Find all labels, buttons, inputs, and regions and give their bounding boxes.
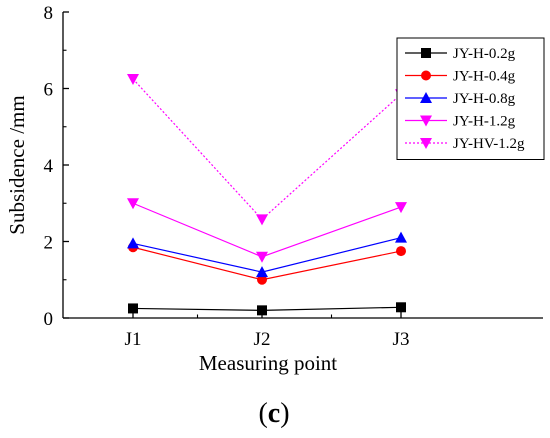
- panel-label: (c): [258, 398, 289, 429]
- series-layer: [127, 73, 407, 316]
- x-tick-label: J3: [393, 329, 410, 350]
- y-axis-title: Subsidence /mm: [5, 95, 29, 234]
- legend-entry-label: JY-H-0.8g: [453, 91, 516, 107]
- data-point: [127, 73, 139, 85]
- y-tick-label: 4: [44, 156, 54, 177]
- series-0: [128, 302, 406, 316]
- data-point: [127, 237, 139, 249]
- x-tick-label: J1: [125, 329, 142, 350]
- legend-swatch-marker: [420, 92, 432, 103]
- data-point: [127, 198, 139, 210]
- data-point: [257, 274, 267, 285]
- series-line: [132, 202, 402, 258]
- data-point: [395, 202, 407, 214]
- legend-swatch-marker: [421, 48, 431, 58]
- data-point: [256, 266, 268, 278]
- legend-swatch-marker: [420, 115, 432, 127]
- legend-swatch-marker: [421, 70, 431, 81]
- series-2: [127, 231, 407, 278]
- data-point: [396, 302, 406, 313]
- x-axis-title: Measuring point: [199, 351, 337, 375]
- x-tick-label: J2: [254, 329, 271, 350]
- series-line: [132, 78, 402, 221]
- legend-entry-label: JY-H-0.2g: [453, 46, 516, 62]
- legend-entry-label: JY-HV-1.2g: [453, 136, 525, 152]
- data-point: [256, 251, 268, 263]
- axes: 0 2 4 6 8 J1 J2 J3: [44, 3, 543, 350]
- data-point: [395, 231, 407, 243]
- series-1: [128, 242, 406, 285]
- y-tick-label: 8: [44, 3, 54, 24]
- data-point: [128, 303, 138, 314]
- legend-swatch-marker: [420, 138, 432, 149]
- legend-entry-label: JY-H-0.4g: [453, 69, 516, 85]
- legend: JY-H-0.2g JY-H-0.4g JY-H-0.8g JY-H-1.2g JY-H…: [396, 37, 545, 160]
- y-tick-label: 0: [44, 309, 54, 330]
- panel-label-open: (: [258, 398, 267, 429]
- data-point: [257, 305, 267, 316]
- series-3: [127, 198, 407, 263]
- panel-label-close: ): [280, 398, 289, 429]
- y-tick-label: 6: [44, 80, 54, 101]
- data-point: [256, 214, 268, 226]
- y-tick-label: 2: [44, 233, 54, 254]
- series-4: [127, 73, 407, 226]
- legend-entry-label: JY-H-1.2g: [453, 114, 516, 130]
- data-point: [396, 246, 406, 257]
- panel-label-letter: c: [268, 398, 280, 429]
